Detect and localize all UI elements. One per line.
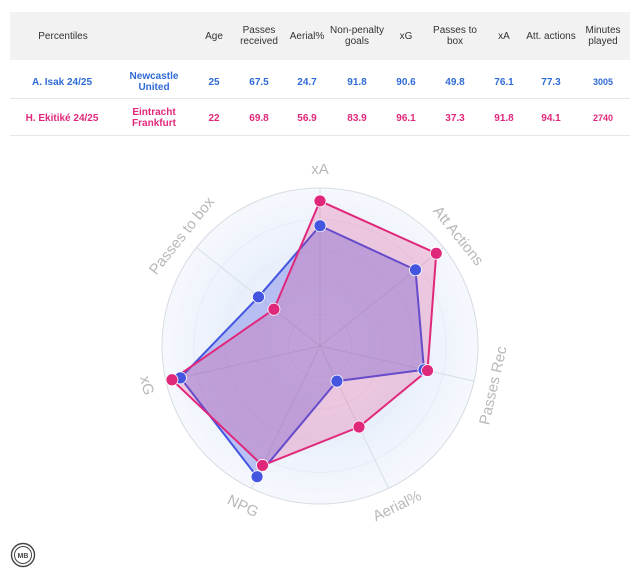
radar-data-point [330,374,344,388]
radar-axis-label: NPG [224,492,261,521]
radar-axis-label: xA [311,161,329,178]
cell-xg: 96.1 [396,112,416,124]
radar-data-point [429,246,443,260]
header-percentiles: Percentiles [38,30,88,42]
radar-data-point [252,290,265,304]
team-name: Eintracht Frankfurt [132,107,176,129]
header-aerial: Aerial% [289,30,325,42]
header-minutes: Minutes played [585,25,621,47]
cell-minutes: 2740 [592,113,614,123]
radar-data-point [267,302,281,316]
cell-aerial: 24.7 [297,76,317,88]
radar-data-point [165,373,179,387]
cell-passes-received: 67.5 [249,76,269,88]
cell-age: 22 [208,112,220,124]
table-row-ekitike: H. Ekitiké 24/25 Eintracht Frankfurt 22 … [10,101,630,136]
header-xg: xG [399,30,413,42]
cell-npg: 83.9 [347,112,367,124]
table-row-isak: A. Isak 24/25 Newcastle United 25 67.5 2… [10,66,630,99]
cell-passes-to-box: 37.3 [445,112,465,124]
mb-logo-icon: MB [10,542,36,568]
radar-axis-line [319,345,390,489]
radar-axis-line [319,247,444,347]
player-name[interactable]: A. Isak 24/25 [31,76,93,88]
header-att-actions: Att. actions [526,30,576,42]
cell-passes-received: 69.8 [249,112,269,124]
comparison-table: Percentiles Age Passes received Aerial% … [10,12,630,136]
team-name: Newcastle United [129,71,179,93]
cell-npg: 91.8 [347,76,367,88]
radar-data-point [256,459,269,472]
header-xa: xA [498,30,510,42]
player-name[interactable]: H. Ekitiké 24/25 [25,112,99,124]
cell-aerial: 56.9 [297,112,317,124]
header-npg: Non-penalty goals [330,25,384,47]
radar-data-point [313,219,327,233]
cell-passes-to-box: 49.8 [445,76,465,88]
cell-att-actions: 77.3 [541,76,561,88]
table-header: Percentiles Age Passes received Aerial% … [10,12,630,60]
radar-data-point [313,194,327,208]
radar-axis-label: Passes Rec [476,344,510,426]
radar-data-point [421,364,434,377]
radar-axis-line [165,345,321,382]
cell-minutes: 3005 [592,77,614,87]
mb-logo: MB [10,542,36,568]
remove-player-button[interactable]: x [630,75,640,89]
header-passes-received: Passes received [240,25,278,47]
cell-xa: 76.1 [494,76,514,88]
radar-series-area [170,199,438,467]
svg-text:MB: MB [18,553,29,560]
radar-axis-label: xG [136,374,157,396]
header-age: Age [205,30,223,42]
radar-series-area [179,224,425,478]
radar-data-point [352,420,366,434]
cell-xa: 91.8 [494,112,514,124]
header-passes-to-box: Passes to box [433,25,477,47]
radar-data-point [250,470,264,484]
cell-xg: 90.6 [396,76,416,88]
cell-age: 25 [208,76,220,88]
radar-axis-line [319,345,475,382]
radar-data-point [409,263,422,277]
cell-att-actions: 94.1 [541,112,561,124]
remove-player-button[interactable]: x [630,111,640,125]
